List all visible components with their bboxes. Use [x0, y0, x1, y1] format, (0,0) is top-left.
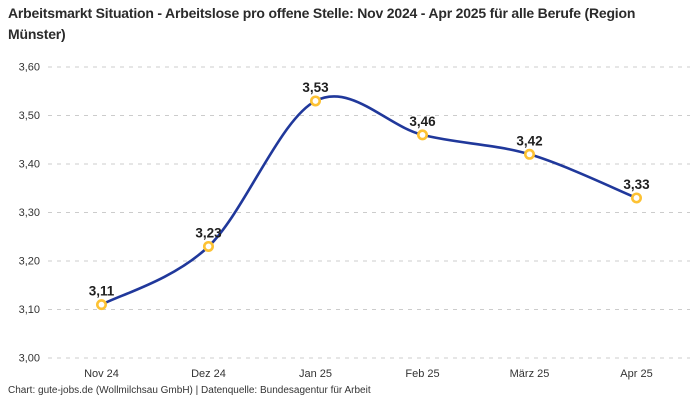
data-point-marker [203, 240, 215, 252]
series-group [100, 95, 638, 306]
data-point-labels: 3,11 3,23 3,53 3,46 3,42 3,33 [89, 80, 650, 299]
series-line [100, 95, 638, 306]
data-point-marker [630, 192, 642, 204]
y-axis-tick-labels: 3,00 3,10 3,20 3,30 3,40 3,50 3,60 [19, 62, 40, 365]
chart-title: Arbeitsmarkt Situation - Arbeitslose pro… [8, 5, 636, 42]
chart-footer: Chart: gute-jobs.de (Wollmilchsau GmbH) … [8, 385, 371, 396]
data-point-label: 3,42 [516, 133, 542, 148]
data-point-label: 3,23 [195, 225, 222, 240]
data-point-marker [309, 95, 321, 107]
x-axis-tick-label: Feb 25 [405, 368, 439, 380]
data-point-marker [416, 129, 428, 141]
x-axis-tick-label: Jan 25 [299, 368, 332, 380]
y-axis-tick-label: 3,20 [19, 256, 40, 268]
data-point-marker [96, 299, 108, 311]
data-point-label: 3,53 [302, 80, 329, 95]
y-axis-tick-label: 3,10 [19, 304, 40, 316]
x-axis-tick-label: März 25 [510, 368, 550, 380]
x-axis-tick-label: Dez 24 [191, 368, 226, 380]
y-axis-tick-label: 3,30 [19, 207, 40, 219]
data-point-marker [523, 148, 535, 160]
data-point-label: 3,11 [89, 284, 115, 299]
y-axis-tick-label: 3,40 [19, 159, 40, 171]
data-point-label: 3,46 [409, 114, 436, 129]
y-axis-tick-label: 3,60 [19, 62, 40, 74]
data-point-label: 3,33 [623, 177, 650, 192]
gridlines [48, 66, 690, 359]
x-axis-tick-label: Nov 24 [84, 368, 119, 380]
x-axis-tick-labels: Nov 24 Dez 24 Jan 25 Feb 25 März 25 Apr 25 [84, 368, 653, 380]
x-axis-tick-label: Apr 25 [620, 368, 652, 380]
data-point-markers [96, 95, 642, 311]
y-axis-tick-label: 3,50 [19, 110, 40, 122]
y-axis-tick-label: 3,00 [19, 353, 40, 365]
